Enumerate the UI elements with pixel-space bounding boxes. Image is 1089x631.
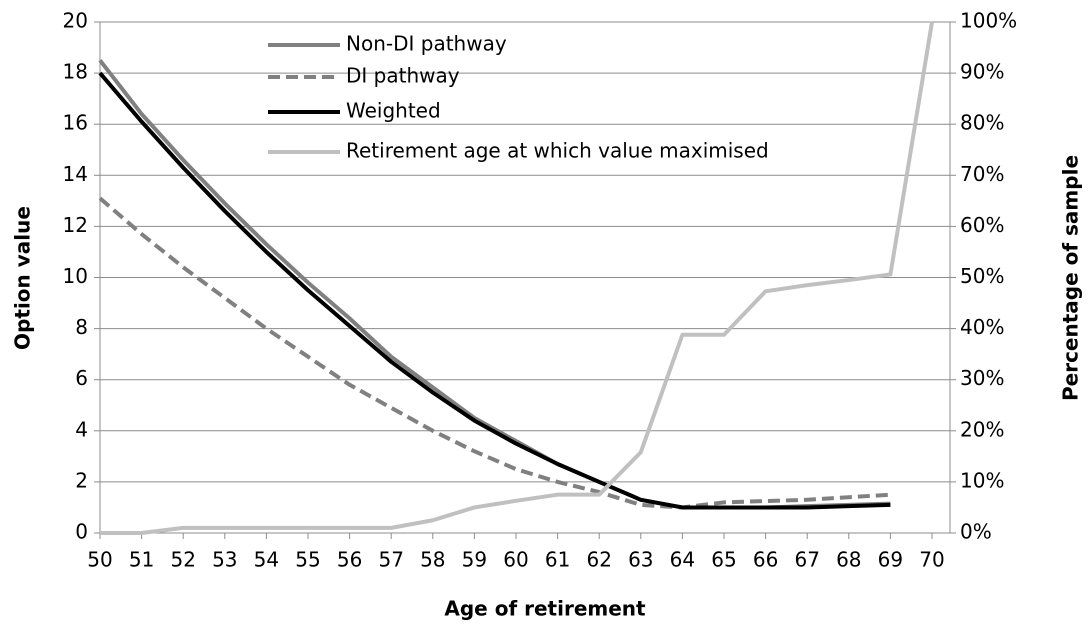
y2-tick-label: 40% <box>960 315 1004 339</box>
x-axis-title: Age of retirement <box>444 597 646 621</box>
y2-tick-label: 20% <box>960 417 1004 441</box>
x-tick-label: 57 <box>378 548 403 572</box>
y2-tick-label: 70% <box>960 162 1004 186</box>
series-line <box>100 21 934 535</box>
series-line <box>98 59 891 510</box>
y-tick-label: 10 <box>63 264 88 288</box>
x-tick-label: 67 <box>794 548 819 572</box>
x-tick-label: 69 <box>878 548 903 572</box>
y-tick-label: 20 <box>63 9 88 33</box>
y2-tick-label: 30% <box>960 366 1004 390</box>
legend-label: Non-DI pathway <box>346 32 507 56</box>
x-tick-label: 54 <box>254 548 279 572</box>
y2-tick-label: 90% <box>960 60 1004 84</box>
legend-label: DI pathway <box>346 64 460 88</box>
y-tick-label: 18 <box>63 60 88 84</box>
x-tick-label: 55 <box>295 548 320 572</box>
x-tick-label: 64 <box>670 548 695 572</box>
legend-label: Retirement age at which value maximised <box>346 139 769 163</box>
x-tick-label: 61 <box>545 548 570 572</box>
x-tick-label: 66 <box>753 548 778 572</box>
y2-tick-label: 60% <box>960 213 1004 237</box>
x-tick-label: 59 <box>462 548 487 572</box>
y2-tick-label: 10% <box>960 468 1004 492</box>
y2-axis-title: Percentage of sample <box>1059 155 1083 401</box>
x-tick-label: 68 <box>836 548 861 572</box>
y2-tick-label: 50% <box>960 264 1004 288</box>
y2-tick-label: 0% <box>960 520 992 544</box>
legend-label: Weighted <box>346 99 441 123</box>
x-tick-label: 50 <box>87 548 112 572</box>
y2-tick-label: 100% <box>960 9 1017 33</box>
x-tick-label: 56 <box>337 548 362 572</box>
y-tick-label: 0 <box>75 520 88 544</box>
x-tick-label: 52 <box>170 548 195 572</box>
series-line <box>98 71 891 510</box>
x-tick-label: 60 <box>503 548 528 572</box>
y-tick-label: 8 <box>75 315 88 339</box>
y-tick-label: 2 <box>75 468 88 492</box>
series-line <box>98 196 891 510</box>
x-tick-label: 63 <box>628 548 653 572</box>
y-tick-label: 14 <box>63 162 88 186</box>
y2-tick-label: 80% <box>960 111 1004 135</box>
y-tick-label: 4 <box>75 417 88 441</box>
y-tick-label: 16 <box>63 111 88 135</box>
y-axis-title: Option value <box>11 206 35 350</box>
x-tick-label: 51 <box>129 548 154 572</box>
x-tick-label: 58 <box>420 548 445 572</box>
x-tick-label: 70 <box>919 548 944 572</box>
y-tick-label: 12 <box>63 213 88 237</box>
x-tick-label: 53 <box>212 548 237 572</box>
x-tick-label: 62 <box>586 548 611 572</box>
x-tick-label: 65 <box>711 548 736 572</box>
y-tick-label: 6 <box>75 366 88 390</box>
